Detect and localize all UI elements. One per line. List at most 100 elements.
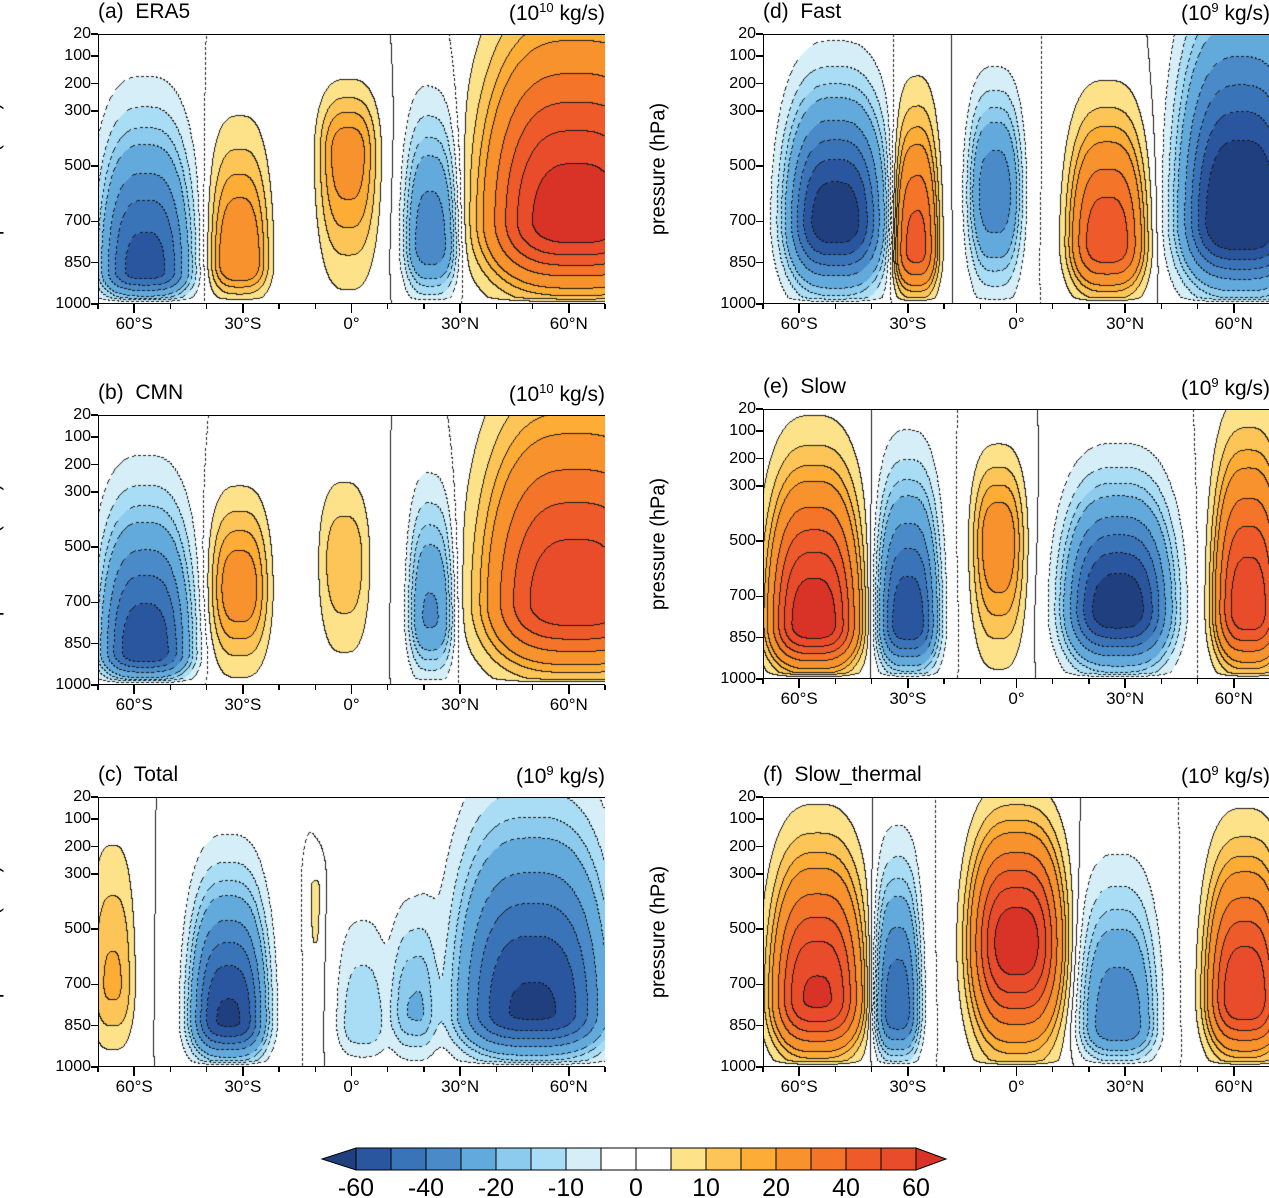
y-tick-label: 200 <box>64 74 91 92</box>
x-minor-tick <box>386 1067 389 1072</box>
y-tick-mark <box>91 261 98 264</box>
y-tick-mark <box>91 414 98 416</box>
x-tick-label: 30°N <box>441 695 480 714</box>
units-base: 10 <box>1188 2 1212 25</box>
panel-label: (e) <box>763 375 789 398</box>
colorbar-box <box>670 1147 707 1171</box>
x-tick-label: 30°S <box>889 689 927 708</box>
y-tick-mark <box>756 303 763 305</box>
x-tick-label: 60°S <box>115 1077 153 1096</box>
x-minor-tick <box>1196 304 1199 309</box>
x-tick-label: 0° <box>343 1077 360 1096</box>
x-major-tick <box>350 304 353 313</box>
colorbar-tick-label: -60 <box>337 1174 375 1198</box>
y-tick-mark <box>91 33 98 35</box>
x-tick-label: 30°N <box>1106 689 1145 708</box>
x-major-tick <box>1124 304 1126 313</box>
x-major-tick <box>133 685 135 694</box>
x-minor-tick <box>205 304 208 309</box>
y-tick-label: 300 <box>729 865 756 883</box>
x-minor-tick <box>1160 679 1163 684</box>
panel-name: Fast <box>800 0 842 23</box>
y-tick-mark <box>756 485 763 487</box>
panel-label: (d) <box>763 0 789 23</box>
units-exponent: 10 <box>539 0 554 15</box>
x-tick-label: 30°N <box>1106 314 1145 333</box>
panel-title: (d) Fast <box>763 0 841 24</box>
colorbar-tick-label: 20 <box>762 1174 790 1198</box>
x-minor-tick <box>423 1067 425 1072</box>
x-minor-tick <box>870 304 873 309</box>
colorbar-min-arrow <box>320 1147 357 1171</box>
x-tick-label: 60°S <box>780 314 818 333</box>
y-tick-mark <box>91 546 98 548</box>
x-major-tick <box>1015 1067 1018 1076</box>
x-minor-tick <box>278 1067 280 1072</box>
y-axis-label: pressure (hPa) <box>647 865 670 999</box>
y-tick-mark <box>91 642 98 645</box>
x-tick-label: 30°N <box>441 1077 480 1096</box>
colorbar-tick-label: -20 <box>477 1174 515 1198</box>
x-minor-tick <box>1051 1067 1054 1072</box>
contour-field <box>98 34 605 304</box>
x-minor-tick <box>870 679 873 684</box>
y-tick-mark <box>756 818 763 820</box>
x-minor-tick <box>531 1067 534 1072</box>
y-tick-mark <box>756 678 763 680</box>
y-tick-mark <box>91 845 98 848</box>
x-major-tick <box>907 304 909 313</box>
x-minor-tick <box>1160 1067 1163 1072</box>
x-tick-label: 30°S <box>224 695 262 714</box>
x-major-tick <box>1233 679 1235 688</box>
y-tick-mark <box>91 601 98 604</box>
y-tick-mark <box>756 430 763 432</box>
panel-label: (f) <box>763 763 783 786</box>
x-minor-tick <box>1051 679 1054 684</box>
x-minor-tick <box>1160 304 1163 309</box>
y-tick-mark <box>91 1024 98 1027</box>
y-tick-label: 850 <box>64 1016 91 1034</box>
x-tick-label: 60°S <box>780 1077 818 1096</box>
colorbar-box <box>600 1147 637 1171</box>
x-minor-tick <box>1088 1067 1090 1072</box>
y-axis-label: pressure (hPa) <box>647 477 670 611</box>
x-major-tick <box>133 304 135 313</box>
y-tick-mark <box>756 220 763 223</box>
panel-units: (109 kg/s) <box>516 763 605 788</box>
y-tick-label: 200 <box>64 837 91 855</box>
y-tick-label: 20 <box>73 25 91 42</box>
x-minor-tick <box>205 685 208 690</box>
y-tick-mark <box>91 818 98 820</box>
units-exponent: 10 <box>539 381 554 396</box>
x-tick-label: 0° <box>1008 1077 1025 1096</box>
x-minor-tick <box>169 304 172 309</box>
x-minor-tick <box>278 304 280 309</box>
y-tick-label: 700 <box>64 975 91 993</box>
x-minor-tick <box>870 1067 873 1072</box>
units-unit: kg/s <box>553 2 598 25</box>
y-tick-mark <box>756 82 763 85</box>
y-tick-label: 300 <box>729 102 756 120</box>
y-tick-label: 1000 <box>55 676 91 693</box>
y-tick-label: 200 <box>729 837 756 855</box>
y-tick-label: 700 <box>64 593 91 611</box>
x-major-tick <box>133 1067 135 1076</box>
x-tick-label: 0° <box>343 695 360 714</box>
units-unit: kg/s <box>1218 377 1263 400</box>
y-tick-label: 850 <box>729 1016 756 1034</box>
x-minor-tick <box>386 304 389 309</box>
y-tick-label: 100 <box>64 428 91 446</box>
y-tick-label: 500 <box>729 532 756 550</box>
x-tick-label: 30°S <box>889 314 927 333</box>
y-tick-label: 700 <box>729 587 756 605</box>
units-unit: kg/s <box>1218 2 1263 25</box>
x-minor-tick <box>97 1067 99 1072</box>
x-minor-tick <box>943 679 945 684</box>
y-tick-mark <box>756 983 763 986</box>
x-minor-tick <box>314 304 317 309</box>
x-minor-tick <box>834 679 837 684</box>
x-major-tick <box>798 304 800 313</box>
x-minor-tick <box>314 685 317 690</box>
y-tick-label: 700 <box>729 975 756 993</box>
y-tick-mark <box>91 303 98 305</box>
